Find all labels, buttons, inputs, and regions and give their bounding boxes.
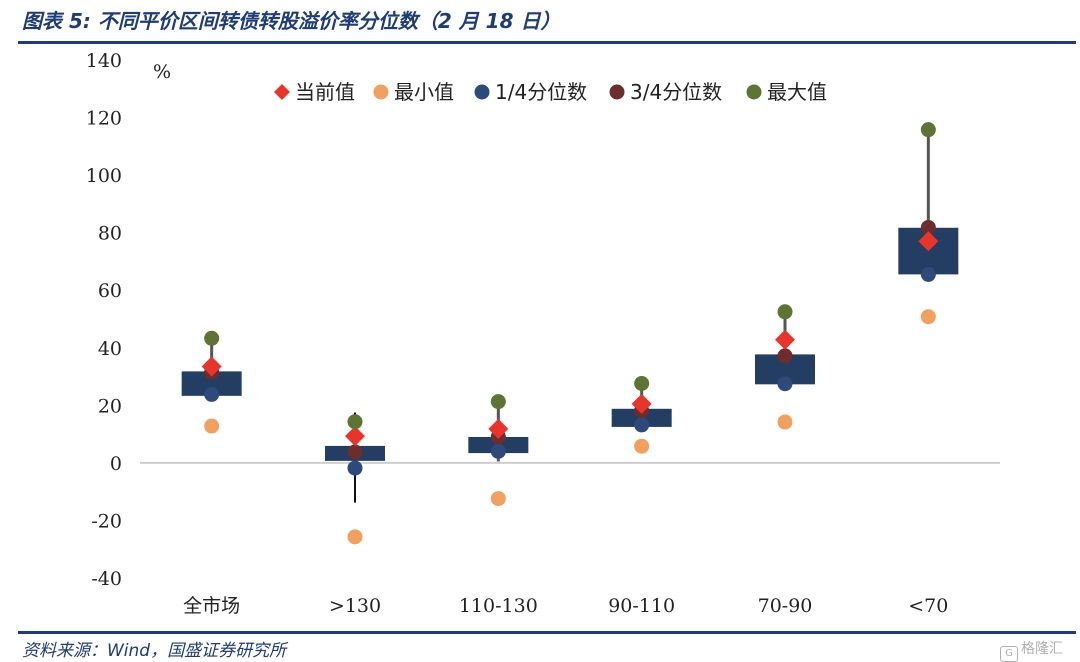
max-value-marker <box>634 375 650 391</box>
y-tick-label: -20 <box>91 510 122 532</box>
min-value-marker <box>204 418 220 434</box>
current-value-marker <box>345 426 365 447</box>
watermark-text: 格隆汇 <box>1021 641 1063 657</box>
max-value-marker <box>777 304 793 320</box>
title-divider <box>18 41 1076 44</box>
max-value-marker <box>490 394 506 410</box>
min-value-marker <box>490 491 506 507</box>
q1-marker <box>204 386 220 402</box>
y-tick-label: 140 <box>86 50 122 72</box>
y-tick-label: 120 <box>86 108 122 130</box>
x-category-label: 70-90 <box>758 595 813 617</box>
q3-marker <box>920 219 936 235</box>
y-tick-label: 100 <box>86 165 122 187</box>
watermark-logo: G 格隆汇 <box>1000 638 1063 662</box>
current-value-marker <box>775 329 795 350</box>
min-value-marker <box>634 438 650 454</box>
watermark-icon: G <box>1000 646 1018 662</box>
legend-marker <box>274 84 290 100</box>
title-bar: 图表 5: 不同平价区间转债转股溢价率分位数（2 月 18 日） <box>0 0 1080 44</box>
x-category-label: 90-110 <box>608 595 675 617</box>
q1-marker <box>490 443 506 459</box>
legend-marker <box>373 84 389 100</box>
q1-marker <box>920 266 936 282</box>
y-tick-label: 0 <box>110 453 122 475</box>
source-note: 资料来源：Wind，国盛证券研究所 <box>22 641 287 661</box>
min-value-marker <box>347 529 363 545</box>
current-value-marker <box>488 418 509 439</box>
legend-marker <box>474 84 490 100</box>
q1-marker <box>634 417 650 433</box>
y-tick-label: 40 <box>98 338 122 360</box>
q1-marker <box>777 376 793 392</box>
y-tick-label: 80 <box>98 223 122 245</box>
figure-title: 图表 5: 不同平价区间转债转股溢价率分位数（2 月 18 日） <box>22 9 561 33</box>
x-category-label: 全市场 <box>183 595 240 617</box>
max-value-marker <box>204 330 220 346</box>
legend-marker <box>609 84 625 100</box>
current-value-marker <box>918 231 939 252</box>
legend-label: 最大值 <box>767 80 827 104</box>
legend-label: 3/4分位数 <box>630 80 722 104</box>
legend-marker <box>746 84 762 100</box>
y-tick-label: 20 <box>98 395 122 417</box>
x-category-label: <70 <box>908 595 948 617</box>
min-value-marker <box>777 414 793 430</box>
max-value-marker <box>347 414 363 430</box>
current-value-marker <box>631 393 652 414</box>
x-category-label: 110-130 <box>459 595 538 617</box>
q3-marker <box>777 348 793 364</box>
legend-label: 1/4分位数 <box>495 80 587 104</box>
current-value-marker <box>201 356 222 377</box>
q1-marker <box>347 460 363 476</box>
q3-marker <box>347 444 363 460</box>
legend-label: 当前值 <box>295 80 355 104</box>
footer-divider <box>18 631 1076 634</box>
max-value-marker <box>920 122 936 138</box>
min-value-marker <box>920 309 936 325</box>
legend-label: 最小值 <box>394 80 454 104</box>
x-category-label: >130 <box>329 595 381 617</box>
y-tick-label: -40 <box>91 568 122 590</box>
y-unit-label: % <box>153 61 171 83</box>
box-chart: -40 -20 0 20 40 60 80 100 120 140 % 全市场 >130 110-130 9… <box>86 50 1000 617</box>
y-tick-label: 60 <box>98 280 122 302</box>
